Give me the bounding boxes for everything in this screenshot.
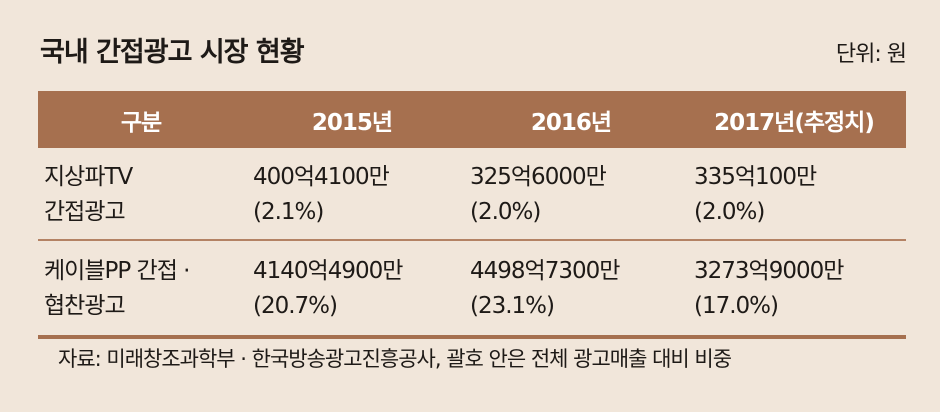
cell-share: (2.0%): [694, 199, 765, 225]
header-2015: 2015년: [311, 109, 393, 136]
header-2017: 2017년(추정치): [714, 109, 875, 136]
cell-2016: 4498억7300만 (23.1%): [460, 254, 682, 335]
cell-amount: 4140억4900만: [253, 258, 403, 284]
table-row: 케이블PP 간접 · 협찬광고 4140억4900만 (20.7%) 4498억…: [38, 241, 906, 339]
header-category: 구분: [120, 109, 162, 136]
category-line: 협찬광고: [44, 293, 126, 319]
cell-share: (2.0%): [470, 199, 541, 225]
table-row: 지상파TV 간접광고 400억4100만 (2.1%) 325억6000만 (2…: [38, 148, 906, 241]
cell-2015: 4140억4900만 (20.7%): [244, 254, 460, 335]
row-category: 케이블PP 간접 · 협찬광고: [38, 254, 244, 335]
cell-amount: 325억6000만: [470, 164, 607, 190]
cell-share: (2.1%): [253, 199, 324, 225]
cell-share: (20.7%): [253, 293, 338, 319]
source-note: 자료: 미래창조과학부 · 한국방송광고진흥공사, 괄호 안은 전체 광고매출 …: [58, 347, 732, 371]
cell-2017: 335억100만 (2.0%): [682, 160, 906, 239]
page-title: 국내 간접광고 시장 현황: [40, 37, 305, 68]
cell-share: (17.0%): [694, 293, 779, 319]
header-2016: 2016년: [530, 109, 612, 136]
market-table: 구분 2015년 2016년 2017년(추정치) 지상파TV 간접광고 400…: [38, 91, 906, 339]
cell-2016: 325억6000만 (2.0%): [460, 160, 682, 239]
category-line: 간접광고: [44, 199, 126, 225]
cell-amount: 4498억7300만: [470, 258, 620, 284]
category-line: 지상파TV: [44, 164, 133, 190]
cell-2015: 400억4100만 (2.1%): [244, 160, 460, 239]
cell-amount: 335억100만: [694, 164, 817, 190]
row-category: 지상파TV 간접광고: [38, 160, 244, 239]
category-line: 케이블PP 간접 ·: [44, 258, 190, 284]
cell-amount: 400억4100만: [253, 164, 390, 190]
cell-share: (23.1%): [470, 293, 555, 319]
unit-label: 단위: 원: [835, 42, 907, 67]
cell-amount: 3273억9000만: [694, 258, 844, 284]
table-header-row: 구분 2015년 2016년 2017년(추정치): [38, 91, 906, 148]
cell-2017: 3273억9000만 (17.0%): [682, 254, 906, 335]
